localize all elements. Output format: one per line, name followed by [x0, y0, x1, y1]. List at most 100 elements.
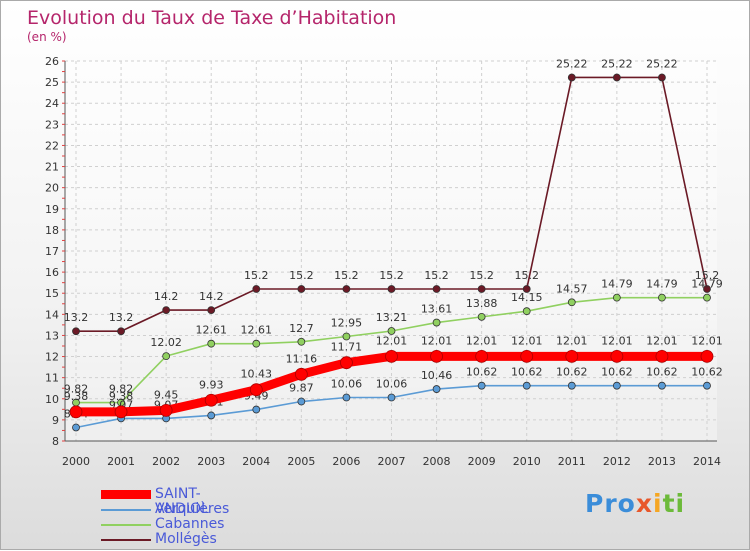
data-point-verquieres	[72, 423, 80, 432]
data-point-saint-andiol	[610, 349, 624, 363]
data-label-molleges: 25.22	[601, 57, 633, 70]
data-label-molleges: 15.2	[379, 269, 404, 282]
legend-label-verquieres: Verquières	[155, 501, 230, 517]
data-point-molleges	[567, 73, 576, 82]
y-tick-label: 12	[45, 351, 59, 364]
data-label-cabannes: 13.21	[376, 311, 408, 324]
x-tick-label: 2010	[513, 455, 541, 468]
data-label-cabannes: 12.7	[289, 322, 314, 335]
data-point-saint-andiol	[430, 349, 443, 363]
data-label-cabannes: 14.79	[691, 278, 723, 291]
data-point-cabannes	[432, 318, 441, 327]
proxiti-logo: Proxiti	[585, 489, 685, 518]
data-point-verquieres	[387, 393, 396, 402]
y-tick-label: 25	[45, 76, 59, 89]
legend-label-molleges: Mollégès	[155, 531, 217, 547]
data-label-molleges: 15.2	[695, 269, 720, 282]
data-point-verquieres	[252, 405, 261, 414]
x-tick-label: 2006	[332, 455, 360, 468]
data-point-molleges	[703, 285, 711, 293]
data-label-verquieres: 10.46	[421, 369, 453, 382]
data-label-cabannes: 12.95	[331, 317, 363, 330]
data-label-saint-andiol: 12.01	[601, 334, 633, 347]
data-label-saint-andiol: 12.01	[646, 334, 678, 347]
data-point-verquieres	[477, 381, 486, 390]
x-tick-label: 2007	[378, 455, 406, 468]
data-point-verquieres	[612, 381, 621, 390]
x-tick-label: 2014	[693, 455, 721, 468]
data-label-molleges: 15.2	[469, 269, 494, 282]
data-point-cabannes	[162, 352, 171, 361]
y-tick-label: 14	[45, 308, 59, 321]
data-label-cabannes: 12.61	[195, 324, 227, 337]
data-point-verquieres	[432, 385, 441, 393]
data-point-saint-andiol	[249, 383, 263, 397]
data-label-saint-andiol: 12.01	[376, 334, 408, 347]
data-point-saint-andiol	[69, 405, 83, 419]
data-label-verquieres: 10.62	[511, 366, 543, 379]
x-tick-label: 2013	[648, 455, 676, 468]
y-tick-label: 24	[45, 97, 59, 110]
data-point-saint-andiol	[159, 403, 173, 417]
unit-label: (en %)	[27, 30, 67, 44]
y-tick-label: 17	[45, 245, 59, 258]
y-tick-label: 16	[45, 266, 59, 279]
data-point-saint-andiol	[520, 349, 534, 363]
data-label-saint-andiol: 9.38	[64, 390, 89, 403]
x-tick-label: 2011	[558, 455, 586, 468]
x-tick-label: 2009	[468, 455, 496, 468]
data-point-molleges	[297, 285, 306, 293]
y-tick-label: 23	[45, 118, 59, 131]
data-label-cabannes: 12.02	[150, 336, 182, 349]
data-label-molleges: 15.2	[244, 269, 269, 282]
y-tick-label: 9	[52, 414, 59, 427]
y-tick-label: 20	[45, 182, 59, 195]
data-label-cabannes: 14.57	[556, 282, 588, 295]
data-label-molleges: 15.2	[514, 269, 539, 282]
data-label-saint-andiol: 12.01	[466, 334, 498, 347]
y-tick-label: 21	[45, 161, 59, 174]
data-label-molleges: 15.2	[424, 269, 449, 282]
data-label-verquieres: 10.62	[601, 366, 633, 379]
data-point-cabannes	[703, 293, 711, 302]
data-point-saint-andiol	[565, 349, 579, 363]
data-label-saint-andiol: 9.93	[199, 378, 224, 391]
data-point-saint-andiol	[294, 367, 308, 381]
x-tick-label: 2003	[197, 455, 225, 468]
data-point-verquieres	[658, 381, 666, 390]
data-point-cabannes	[658, 293, 666, 302]
data-point-cabannes	[612, 293, 621, 302]
data-label-saint-andiol: 12.01	[691, 334, 723, 347]
data-point-verquieres	[567, 381, 576, 390]
legend-label-cabannes: Cabannes	[155, 516, 225, 532]
data-point-molleges	[387, 285, 396, 293]
logo-letter: P	[585, 489, 605, 518]
data-label-verquieres: 10.62	[646, 366, 678, 379]
x-tick-label: 2012	[603, 455, 631, 468]
data-point-verquieres	[522, 381, 531, 390]
x-tick-label: 2002	[152, 455, 180, 468]
logo-letter: t	[662, 489, 676, 518]
y-tick-label: 26	[45, 55, 59, 68]
logo-letter: i	[675, 489, 686, 518]
data-label-cabannes: 13.88	[466, 297, 498, 310]
y-tick-label: 13	[45, 329, 59, 342]
data-label-molleges: 25.22	[646, 57, 678, 70]
data-label-verquieres: 10.06	[376, 378, 408, 391]
y-tick-label: 18	[45, 224, 59, 237]
data-point-molleges	[72, 327, 80, 336]
chart-title: Evolution du Taux de Taxe d’Habitation	[27, 7, 397, 29]
data-label-cabannes: 14.79	[646, 278, 678, 291]
data-label-saint-andiol: 9.45	[154, 388, 179, 401]
data-label-molleges: 15.2	[334, 269, 359, 282]
data-point-verquieres	[207, 411, 216, 420]
data-point-molleges	[658, 73, 666, 82]
y-tick-label: 10	[45, 393, 59, 406]
data-point-molleges	[252, 285, 261, 293]
data-point-molleges	[612, 73, 621, 82]
data-label-molleges: 25.22	[556, 57, 588, 70]
data-point-molleges	[432, 285, 441, 293]
data-point-verquieres	[342, 393, 351, 402]
